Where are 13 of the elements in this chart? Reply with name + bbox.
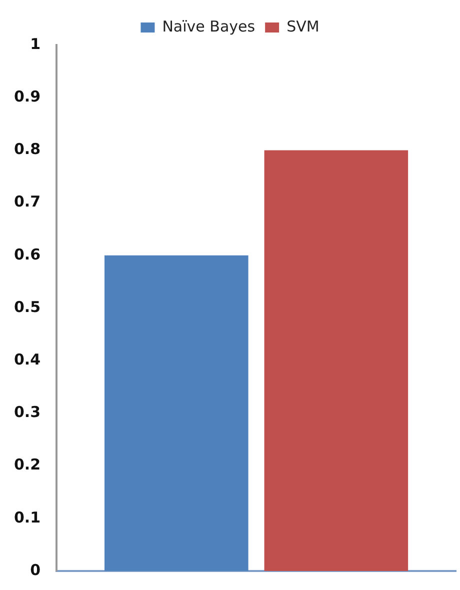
y-tick-label: 0.4 (14, 350, 41, 368)
y-tick-label: 0.1 (14, 508, 41, 526)
y-tick-label: 0.8 (14, 140, 41, 158)
y-tick-label: 1 (30, 34, 41, 53)
y-tick-label: 0.9 (14, 87, 41, 106)
y-tick-label: 0.2 (14, 456, 41, 474)
y-tick-label: 0.7 (14, 192, 41, 211)
y-tick-label: 0 (30, 560, 41, 579)
y-tick-label: 0.3 (14, 403, 41, 422)
y-tick-label: 0.5 (14, 298, 41, 316)
legend-label: Naïve Bayes (162, 17, 256, 36)
legend-label: SVM (286, 17, 320, 36)
y-tick-label: 0.6 (14, 245, 41, 264)
